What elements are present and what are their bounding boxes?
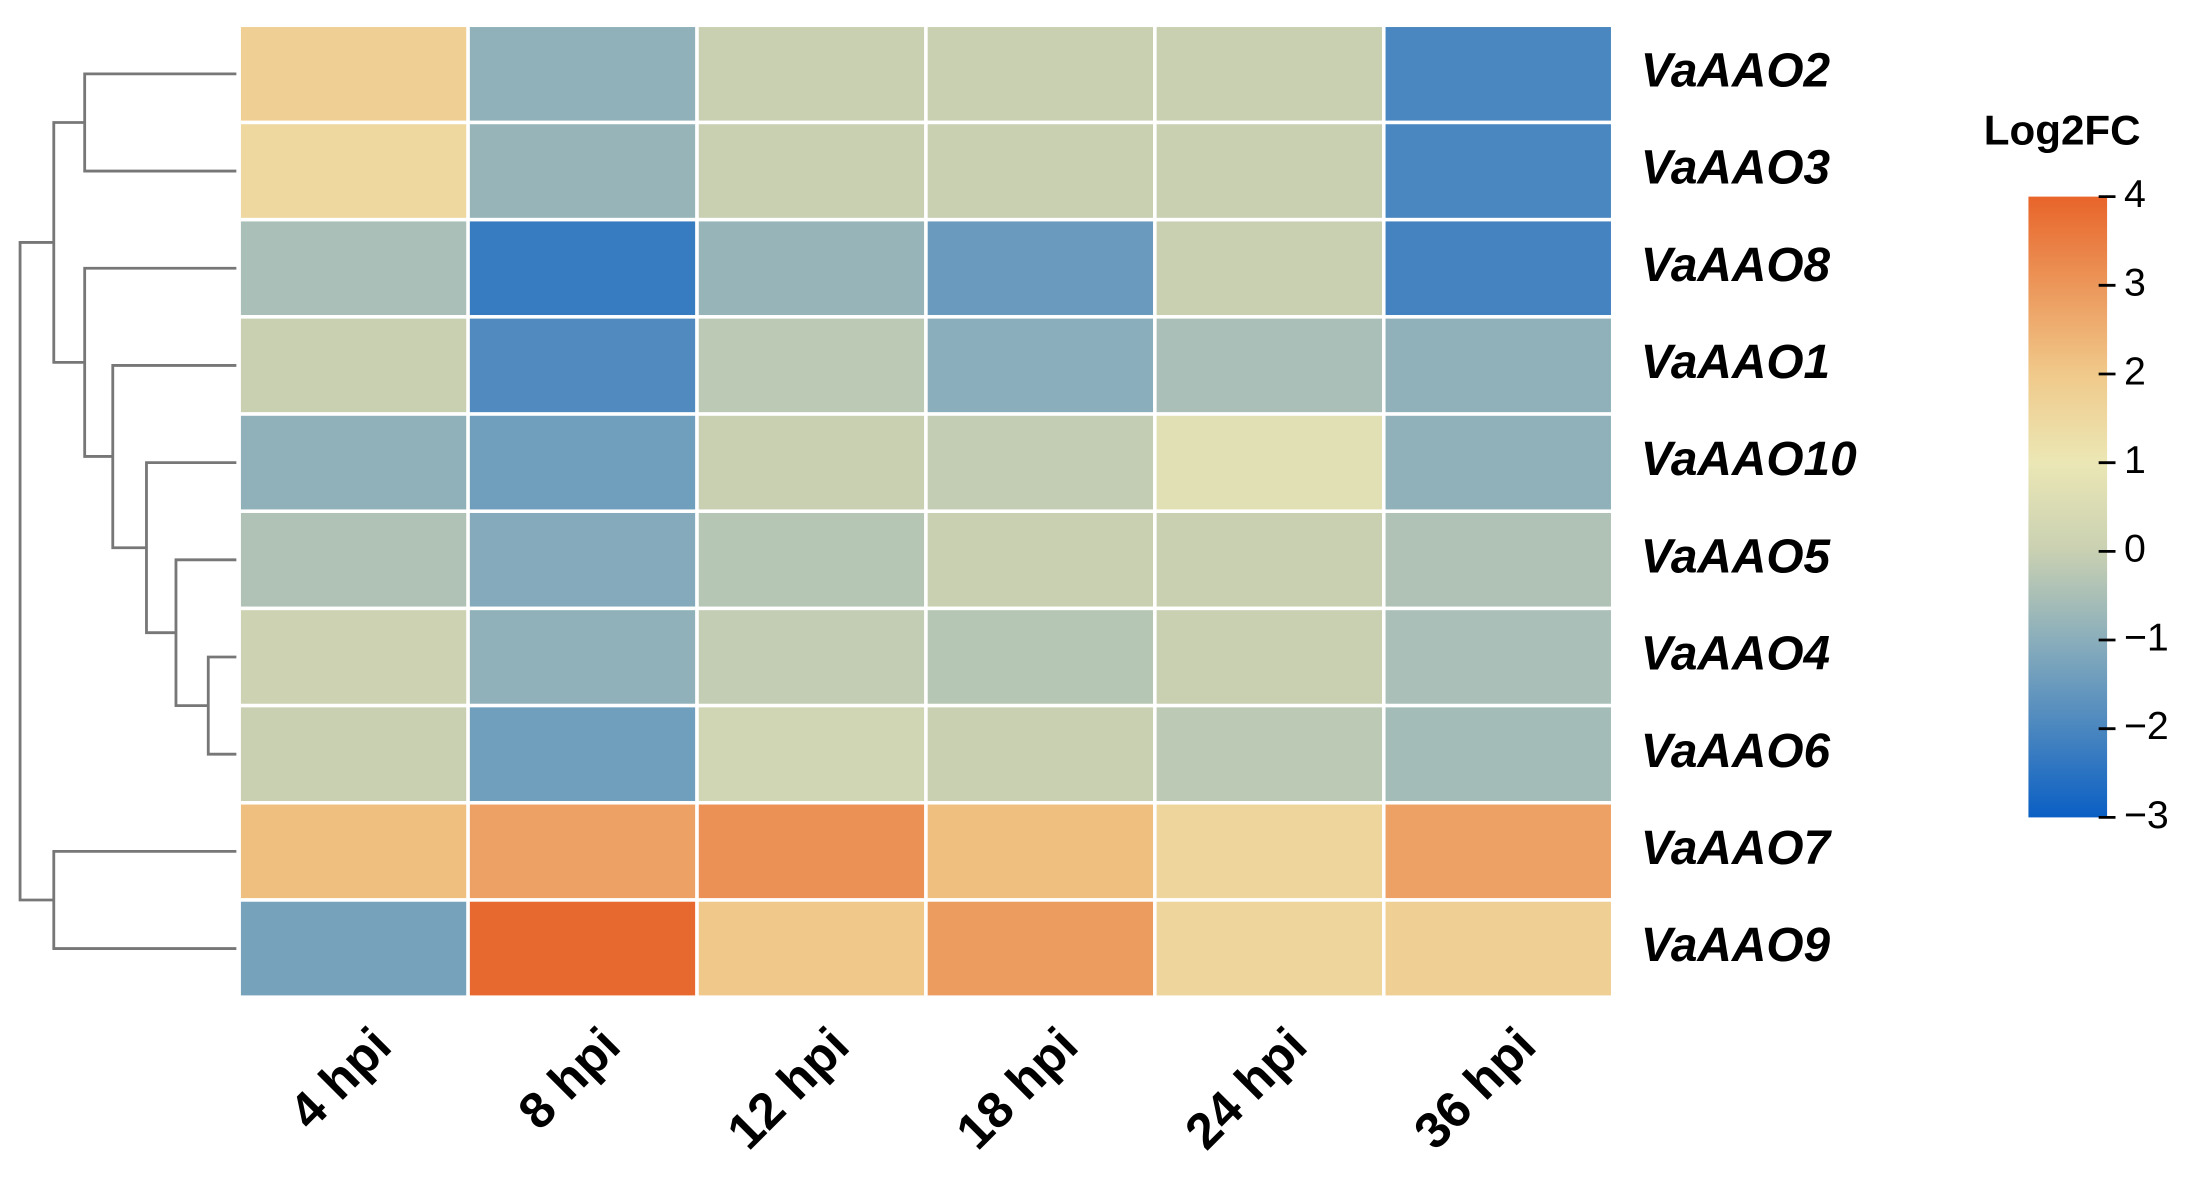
heatmap-cell	[1382, 509, 1615, 611]
colorbar-tick-label: 2	[2124, 349, 2146, 393]
heatmap-cell	[695, 217, 928, 319]
heatmap-cell	[237, 606, 470, 708]
heatmap-cell	[237, 120, 470, 222]
row-label: VaAAO2	[1641, 44, 1831, 97]
heatmap-cell	[924, 801, 1157, 902]
heatmap-cell	[1153, 412, 1386, 513]
heatmap-cell	[1153, 898, 1386, 999]
row-label: VaAAO5	[1641, 530, 1832, 583]
heatmap-cell	[924, 315, 1157, 416]
heatmap-cell	[1153, 703, 1386, 805]
heatmap-cell	[924, 509, 1157, 611]
heatmap-cell	[237, 898, 470, 999]
column-label: 4 hpi	[278, 1016, 402, 1140]
colorbar-tick-label: −2	[2124, 704, 2169, 748]
heatmap-cell	[695, 315, 928, 416]
heatmap-cell	[1382, 315, 1615, 416]
heatmap-cell	[1153, 217, 1386, 319]
column-label: 8 hpi	[507, 1016, 631, 1140]
heatmap-cell	[1153, 801, 1386, 902]
heatmap-cell	[466, 412, 699, 513]
heatmap-cell	[695, 412, 928, 513]
heatmap-cell	[695, 801, 928, 902]
heatmap-cell	[1382, 801, 1615, 902]
heatmap-cell	[1382, 217, 1615, 319]
row-label: VaAAO6	[1641, 725, 1831, 778]
dendrogram	[18, 72, 237, 950]
heatmap-cell	[466, 509, 699, 611]
colorbar-tick-label: −3	[2124, 793, 2169, 837]
row-label: VaAAO8	[1641, 239, 1831, 292]
heatmap-cell	[695, 23, 928, 125]
heatmap-cell	[695, 120, 928, 222]
colorbar-title: Log2FC	[1984, 107, 2141, 154]
colorbar-tick-label: 0	[2124, 527, 2146, 571]
heatmap-cell	[695, 509, 928, 611]
column-label: 24 hpi	[1174, 1016, 1318, 1160]
heatmap-cell	[924, 898, 1157, 999]
row-label: VaAAO10	[1641, 433, 1857, 486]
column-label: 12 hpi	[716, 1016, 860, 1160]
heatmap-cell	[924, 412, 1157, 513]
row-label: VaAAO3	[1641, 142, 1831, 195]
heatmap-cell	[1153, 23, 1386, 125]
heatmap-cell	[237, 412, 470, 513]
column-label: 18 hpi	[945, 1016, 1089, 1160]
heatmap-cell	[924, 703, 1157, 805]
heatmap-cell	[466, 898, 699, 999]
heatmap-cell	[695, 898, 928, 999]
heatmap-cell	[1382, 120, 1615, 222]
heatmap-cell	[1153, 509, 1386, 611]
heatmap-cell	[695, 606, 928, 708]
row-label: VaAAO1	[1641, 336, 1830, 389]
heatmap-cell	[237, 509, 470, 611]
heatmap-cell	[237, 801, 470, 902]
row-label: VaAAO9	[1641, 919, 1831, 972]
heatmap-cell	[1153, 120, 1386, 222]
colorbar-tick-label: 1	[2124, 438, 2146, 482]
colorbar	[2028, 196, 2108, 818]
heatmap-cell	[466, 801, 699, 902]
heatmap-cell	[237, 217, 470, 319]
heatmap-cell	[466, 703, 699, 805]
colorbar-tick-label: 3	[2124, 261, 2146, 305]
heatmap-cell	[924, 120, 1157, 222]
heatmap-cell	[466, 23, 699, 125]
heatmap-cell	[466, 120, 699, 222]
heatmap-cell	[1382, 23, 1615, 125]
heatmap-cell	[237, 703, 470, 805]
heatmap-cell	[924, 217, 1157, 319]
colorbar-tick-label: 4	[2124, 172, 2146, 216]
heatmap-cell	[924, 606, 1157, 708]
heatmap-cell	[695, 703, 928, 805]
heatmap-cell	[1153, 315, 1386, 416]
row-label: VaAAO7	[1641, 822, 1833, 875]
heatmap-cell	[1382, 703, 1615, 805]
heatmap-cell	[466, 606, 699, 708]
heatmap-cell	[466, 217, 699, 319]
row-label: VaAAO4	[1641, 628, 1830, 681]
heatmap-cell	[237, 315, 470, 416]
heatmap-cell	[1382, 606, 1615, 708]
column-label: 36 hpi	[1403, 1016, 1547, 1160]
colorbar-tick-label: −1	[2124, 615, 2169, 659]
heatmap-cell	[1153, 606, 1386, 708]
heatmap-cell	[237, 23, 470, 125]
heatmap-cell	[924, 23, 1157, 125]
heatmap-cell	[1382, 412, 1615, 513]
heatmap-cell	[466, 315, 699, 416]
heatmap-cell	[1382, 898, 1615, 999]
